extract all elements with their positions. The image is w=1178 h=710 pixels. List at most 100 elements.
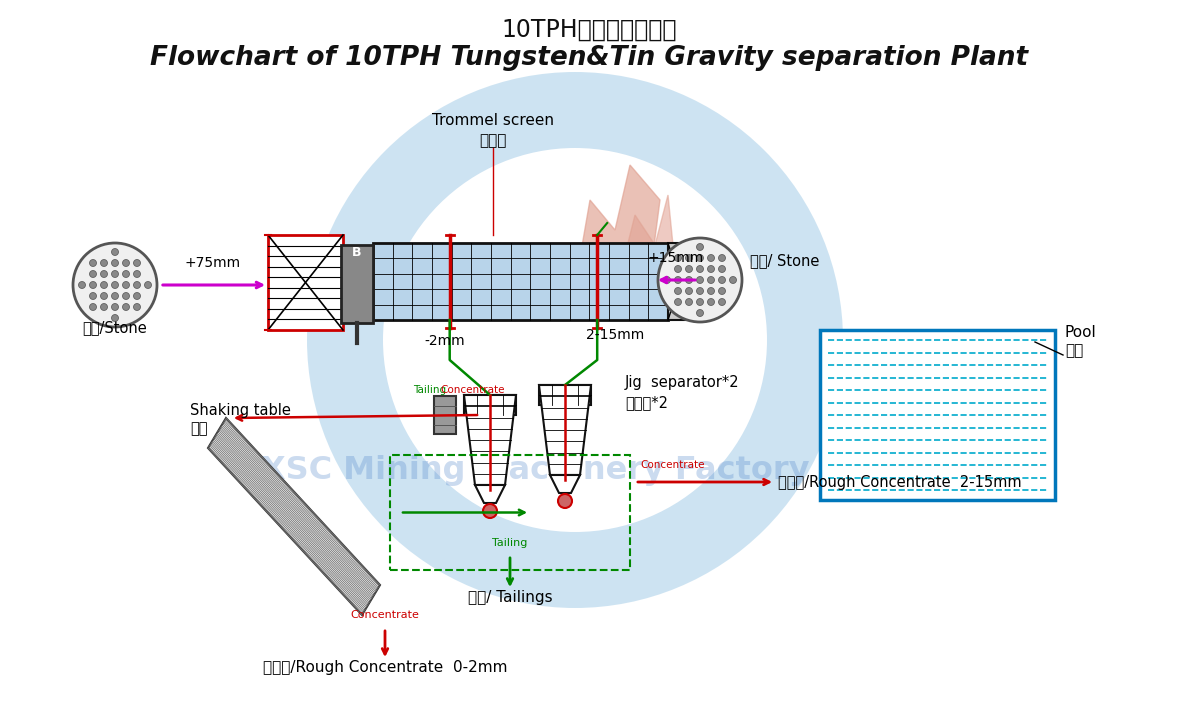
Circle shape [112, 281, 119, 288]
Circle shape [123, 293, 130, 300]
Text: +15mm: +15mm [648, 251, 703, 265]
Text: -2mm: -2mm [424, 334, 465, 348]
Circle shape [112, 303, 119, 310]
Polygon shape [209, 418, 380, 615]
Circle shape [90, 303, 97, 310]
Circle shape [133, 293, 140, 300]
Text: Pool: Pool [1065, 325, 1097, 340]
Text: 2-15mm: 2-15mm [587, 328, 644, 342]
Bar [390, 455, 630, 570]
Bar [269, 235, 343, 330]
Circle shape [145, 281, 152, 288]
Bar [820, 330, 1055, 500]
Circle shape [133, 271, 140, 278]
Circle shape [719, 288, 726, 295]
Circle shape [558, 494, 573, 508]
Text: B: B [352, 246, 362, 259]
Circle shape [675, 266, 682, 273]
Circle shape [696, 244, 703, 251]
Text: 粗精矿/Rough Concentrate  2-15mm: 粗精矿/Rough Concentrate 2-15mm [777, 474, 1021, 489]
Polygon shape [610, 195, 680, 315]
Polygon shape [550, 475, 580, 493]
Bar [540, 385, 591, 405]
Bar [464, 395, 516, 415]
Circle shape [696, 254, 703, 261]
Circle shape [133, 303, 140, 310]
Polygon shape [475, 485, 505, 503]
Circle shape [708, 288, 715, 295]
Circle shape [90, 293, 97, 300]
Circle shape [112, 248, 119, 256]
Text: 圆筒筛: 圆筒筛 [479, 133, 507, 148]
Text: 石头/Stone: 石头/Stone [82, 320, 147, 335]
Circle shape [696, 310, 703, 317]
Text: 废石/ Stone: 废石/ Stone [750, 253, 820, 268]
Bar [340, 245, 373, 323]
Circle shape [708, 266, 715, 273]
Text: +75mm: +75mm [185, 256, 240, 270]
Text: JXSC Mining Machinery Factory: JXSC Mining Machinery Factory [250, 454, 810, 486]
Circle shape [73, 243, 157, 327]
Circle shape [483, 504, 497, 518]
Text: Trommel screen: Trommel screen [432, 113, 554, 128]
Circle shape [100, 259, 107, 266]
Circle shape [90, 281, 97, 288]
Circle shape [686, 266, 693, 273]
Circle shape [719, 298, 726, 305]
Circle shape [686, 254, 693, 261]
Text: Jig  separator*2: Jig separator*2 [626, 375, 740, 390]
Circle shape [90, 271, 97, 278]
Text: Tailing: Tailing [413, 385, 446, 395]
Circle shape [100, 281, 107, 288]
Circle shape [133, 281, 140, 288]
Polygon shape [464, 395, 516, 485]
Text: Tailing: Tailing [492, 538, 528, 548]
Text: Concentrate: Concentrate [640, 460, 704, 470]
Text: Flowchart of 10TPH Tungsten&Tin Gravity separation Plant: Flowchart of 10TPH Tungsten&Tin Gravity … [150, 45, 1028, 71]
Bar [668, 243, 693, 320]
Text: Concentrate: Concentrate [441, 385, 505, 395]
Circle shape [696, 266, 703, 273]
Text: 跳汰机*2: 跳汰机*2 [626, 395, 668, 410]
Circle shape [112, 271, 119, 278]
Text: 粗精矿/Rough Concentrate  0-2mm: 粗精矿/Rough Concentrate 0-2mm [263, 660, 508, 675]
Circle shape [675, 298, 682, 305]
Circle shape [696, 298, 703, 305]
Circle shape [686, 288, 693, 295]
Circle shape [100, 271, 107, 278]
Bar [373, 243, 668, 320]
Circle shape [112, 259, 119, 266]
Circle shape [729, 276, 736, 283]
Circle shape [675, 276, 682, 283]
Circle shape [100, 293, 107, 300]
Text: 10TPH钨锡矿选矿流程: 10TPH钨锡矿选矿流程 [502, 18, 676, 42]
Circle shape [719, 266, 726, 273]
Text: Shaking table: Shaking table [190, 403, 291, 418]
Polygon shape [570, 165, 660, 315]
Circle shape [675, 254, 682, 261]
Circle shape [708, 254, 715, 261]
Circle shape [112, 315, 119, 322]
Circle shape [708, 298, 715, 305]
Circle shape [686, 276, 693, 283]
Circle shape [100, 303, 107, 310]
Circle shape [696, 288, 703, 295]
Circle shape [307, 72, 843, 608]
Circle shape [123, 259, 130, 266]
Circle shape [90, 259, 97, 266]
Circle shape [112, 293, 119, 300]
Circle shape [719, 276, 726, 283]
Circle shape [123, 303, 130, 310]
Polygon shape [540, 385, 591, 475]
Circle shape [123, 271, 130, 278]
Circle shape [123, 281, 130, 288]
Circle shape [659, 238, 742, 322]
Circle shape [663, 276, 670, 283]
Circle shape [133, 259, 140, 266]
Circle shape [383, 148, 767, 532]
Circle shape [79, 281, 86, 288]
Circle shape [708, 276, 715, 283]
Text: 水池: 水池 [1065, 343, 1084, 358]
Text: 尾矿/ Tailings: 尾矿/ Tailings [468, 590, 552, 605]
Circle shape [686, 298, 693, 305]
